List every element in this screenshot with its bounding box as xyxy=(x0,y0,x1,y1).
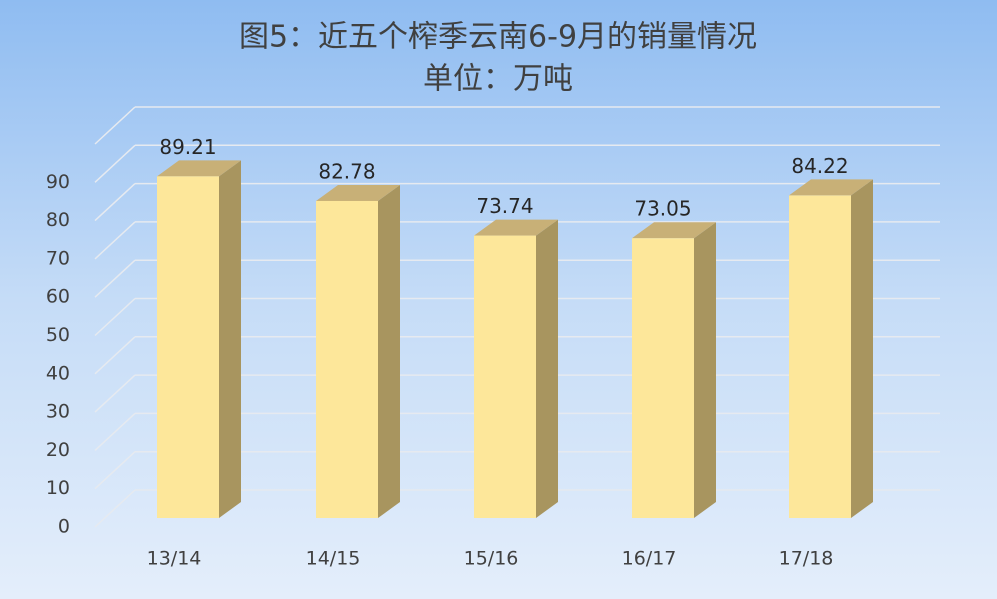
y-tick-label: 10 xyxy=(46,477,70,499)
bar-top xyxy=(632,222,716,239)
grid-line-depth xyxy=(94,297,136,337)
y-tick-label: 0 xyxy=(58,516,70,538)
bar xyxy=(316,200,378,518)
grid-line-depth xyxy=(94,451,136,490)
bar-side xyxy=(851,179,873,519)
bar xyxy=(789,195,851,519)
grid-line-depth xyxy=(94,336,136,375)
grid-line-depth xyxy=(94,412,136,451)
value-label: 84.22 xyxy=(791,154,848,178)
bar-top xyxy=(157,160,241,177)
y-tick-label: 60 xyxy=(46,286,70,308)
bar xyxy=(632,238,694,518)
chart-subtitle: 单位：万吨 xyxy=(423,62,573,97)
grid-line-depth xyxy=(94,183,136,222)
y-tick-label: 30 xyxy=(46,401,70,423)
bar-top xyxy=(474,219,558,236)
y-tick-label: 90 xyxy=(46,171,70,193)
value-label: 73.05 xyxy=(634,197,691,221)
value-label: 89.21 xyxy=(159,135,216,159)
x-tick-label: 13/14 xyxy=(147,548,202,570)
grid-line-depth xyxy=(94,374,136,413)
x-tick-label: 16/17 xyxy=(622,548,677,570)
chart-title: 图5：近五个榨季云南6-9月的销量情况 xyxy=(239,20,757,55)
bar-top xyxy=(789,179,873,196)
y-tick-label: 40 xyxy=(46,362,70,384)
y-tick-label: 50 xyxy=(46,324,70,346)
bar xyxy=(157,176,219,519)
value-label: 73.74 xyxy=(476,194,533,218)
y-tick-label: 70 xyxy=(46,247,70,269)
y-tick-label: 20 xyxy=(46,439,70,461)
x-tick-label: 15/16 xyxy=(464,548,519,570)
bar-top xyxy=(316,184,400,201)
value-label: 82.78 xyxy=(318,159,375,183)
grid-line-depth xyxy=(94,144,136,183)
x-tick-label: 14/15 xyxy=(306,548,361,570)
y-tick-label: 80 xyxy=(46,209,70,231)
bar-side xyxy=(219,160,241,519)
grid-line-depth xyxy=(94,259,136,298)
bar xyxy=(474,235,536,518)
grid-line-depth xyxy=(94,489,136,528)
bar-side xyxy=(378,184,400,518)
wall-edge xyxy=(94,106,136,145)
bar-side xyxy=(536,219,558,518)
x-tick-label: 17/18 xyxy=(779,548,834,570)
bar-side xyxy=(694,222,716,518)
grid-line-depth xyxy=(94,221,136,260)
